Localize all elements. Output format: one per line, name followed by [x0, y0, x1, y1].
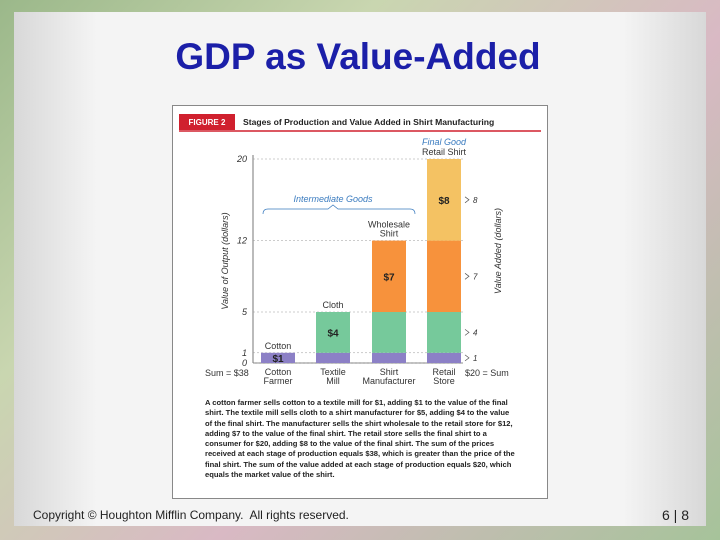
- bar-segment: [261, 352, 295, 363]
- x-tick-label: Textile Mill: [320, 367, 346, 386]
- marker-chevron: [464, 196, 470, 204]
- y-tick-label: 12: [237, 236, 247, 246]
- y-tick-label: 0: [242, 358, 247, 368]
- value-added-marker: 8: [473, 196, 478, 205]
- bar-segment: [372, 312, 406, 353]
- y-tick-label: 20: [236, 154, 247, 164]
- bar-segment: [427, 312, 461, 353]
- bar-top-label: Cotton: [265, 341, 292, 351]
- bar-segment: [372, 240, 406, 312]
- value-label: $7: [383, 272, 395, 283]
- y-tick-label: 1: [242, 348, 247, 358]
- figure-label: FIGURE 2: [189, 118, 226, 127]
- page-number: 6 | 8: [662, 507, 689, 523]
- copyright: Copyright © Houghton Mifflin Company. Al…: [33, 508, 349, 522]
- x-tick-label: Shirt Manufacturer: [362, 367, 415, 386]
- marker-chevron: [464, 329, 470, 336]
- value-label: $1: [272, 354, 284, 365]
- header-bg: [179, 114, 541, 134]
- slide-title: GDP as Value-Added: [175, 36, 541, 77]
- figure-panel: FIGURE 2 Stages of Production and Value …: [172, 105, 548, 499]
- y-tick-label: 5: [242, 307, 248, 317]
- value-label: $4: [327, 328, 339, 339]
- bar-segment: [427, 240, 461, 312]
- value-added-marker: 4: [473, 328, 478, 337]
- x-tick-label: Cotton Farmer: [264, 367, 293, 386]
- marker-chevron: [464, 273, 470, 280]
- y2-axis-label: Value Added (dollars): [493, 208, 503, 294]
- bar-segment: [316, 352, 350, 363]
- intermediate-brace: [262, 204, 416, 215]
- y-axis-label: Value of Output (dollars): [220, 212, 230, 309]
- bar-top-label: Retail Shirt: [422, 147, 467, 157]
- figure-label-bg: [179, 114, 235, 130]
- value-label: $8: [438, 196, 450, 207]
- intermediate-label: Intermediate Goods: [293, 194, 373, 204]
- bar-segment: [316, 312, 350, 353]
- final-good-label: Final Good: [422, 137, 467, 147]
- value-added-marker: 7: [473, 272, 478, 281]
- left-sum: Sum = $38: [205, 368, 249, 378]
- chart: FIGURE 2 Stages of Production and Value …: [179, 114, 541, 386]
- right-sum: $20 = Sum: [465, 368, 509, 378]
- figure-heading: Stages of Production and Value Added in …: [243, 117, 494, 127]
- bar-segment: [427, 159, 461, 241]
- bar-top-label: Cloth: [322, 300, 343, 310]
- x-tick-label: Retail Store: [432, 367, 455, 386]
- bar-segment: [427, 352, 461, 363]
- bar-segment: [372, 352, 406, 363]
- figure-caption: A cotton farmer sells cotton to a textil…: [205, 398, 515, 480]
- bar-top-label: Wholesale Shirt: [368, 220, 410, 239]
- value-added-marker: 1: [473, 354, 477, 363]
- marker-chevron: [464, 354, 470, 362]
